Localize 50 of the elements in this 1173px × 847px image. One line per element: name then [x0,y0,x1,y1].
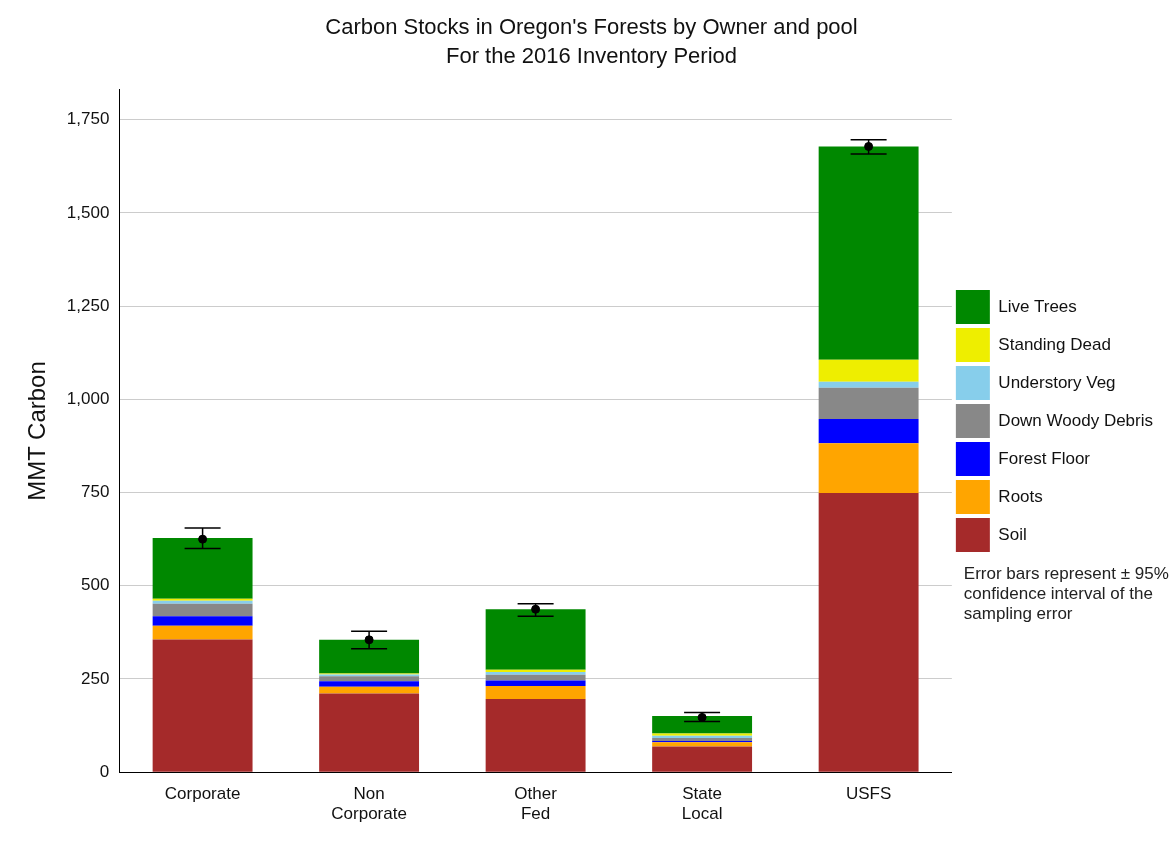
bar [818,419,919,444]
legend-label: Live Trees [998,296,1077,316]
legend-label: Understory Veg [998,372,1116,392]
bar [319,639,420,674]
bar [152,538,253,599]
legend-label: Forest Floor [998,448,1091,468]
chart-subtitle: For the 2016 Inventory Period [445,42,738,68]
bar [818,387,919,420]
bar [319,693,420,772]
y-tick-label: 250 [80,668,110,688]
y-tick-label: 1,500 [66,202,110,222]
x-tick-label: USFS [845,784,892,804]
bar [818,381,919,388]
bar [319,676,420,682]
bar [152,616,253,626]
bar [152,639,253,772]
x-tick-label: Non Corporate [331,784,407,824]
y-tick-label: 1,750 [66,109,110,129]
text: Error bars represent ± 95% confidence interval of the sampling error [963,564,1169,624]
bar [319,686,420,694]
x-tick-label: Corporate [164,784,241,804]
bar [818,443,919,493]
bar [485,686,586,700]
x-tick-label: Other Fed [514,784,558,824]
legend-label: Standing Dead [998,334,1111,354]
y-tick-label: 1,250 [66,295,110,315]
bar [652,715,753,734]
chart-title: Carbon Stocks in Oregon's Forests by Owner and pool [325,14,858,40]
bar [652,746,753,772]
bar [485,609,586,670]
point [531,604,541,614]
point [864,141,874,151]
bar [818,359,919,382]
y-tick-label: 500 [80,575,110,595]
y-tick-label: 750 [80,482,110,502]
legend-label: Roots [998,486,1043,506]
legend-label: Soil [998,524,1027,544]
y-tick-label: 1,000 [66,388,110,408]
bar [652,742,753,747]
bar [818,492,919,772]
bar [485,699,586,772]
legend-label: Down Woody Debris [998,410,1154,430]
bar [319,681,420,687]
bar [152,603,253,617]
bar [152,625,253,640]
y-tick-label: 0 [99,761,110,781]
y-axis-title: MMT Carbon [23,361,51,501]
bar [485,680,586,687]
bar [818,146,919,360]
x-tick-label: State Local [681,784,723,824]
